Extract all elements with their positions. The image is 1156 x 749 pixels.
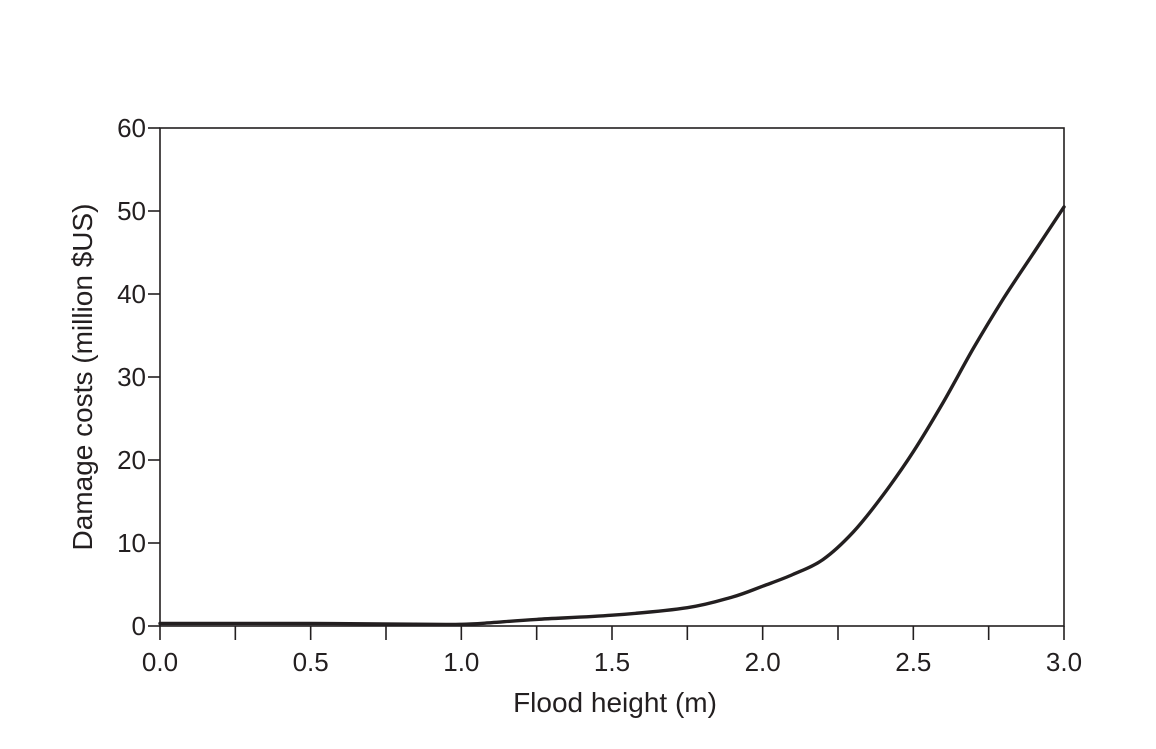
x-axis-title: Flood height (m) [513, 687, 717, 718]
y-tick-label: 10 [117, 528, 146, 558]
x-tick-label: 1.0 [443, 647, 479, 677]
y-tick-label: 60 [117, 113, 146, 143]
x-tick-label: 1.5 [594, 647, 630, 677]
y-tick-label: 20 [117, 445, 146, 475]
y-tick-label: 40 [117, 279, 146, 309]
x-tick-label: 0.0 [142, 647, 178, 677]
x-tick-label: 2.0 [745, 647, 781, 677]
x-tick-label: 3.0 [1046, 647, 1082, 677]
plot-frame [159, 127, 1065, 627]
x-tick-label: 0.5 [293, 647, 329, 677]
y-tick-label: 50 [117, 196, 146, 226]
x-tick-label: 2.5 [895, 647, 931, 677]
y-tick-label: 0 [132, 611, 146, 641]
series-line [158, 205, 1066, 627]
y-tick-label: 30 [117, 362, 146, 392]
y-axis-title: Damage costs (million $US) [67, 204, 98, 551]
